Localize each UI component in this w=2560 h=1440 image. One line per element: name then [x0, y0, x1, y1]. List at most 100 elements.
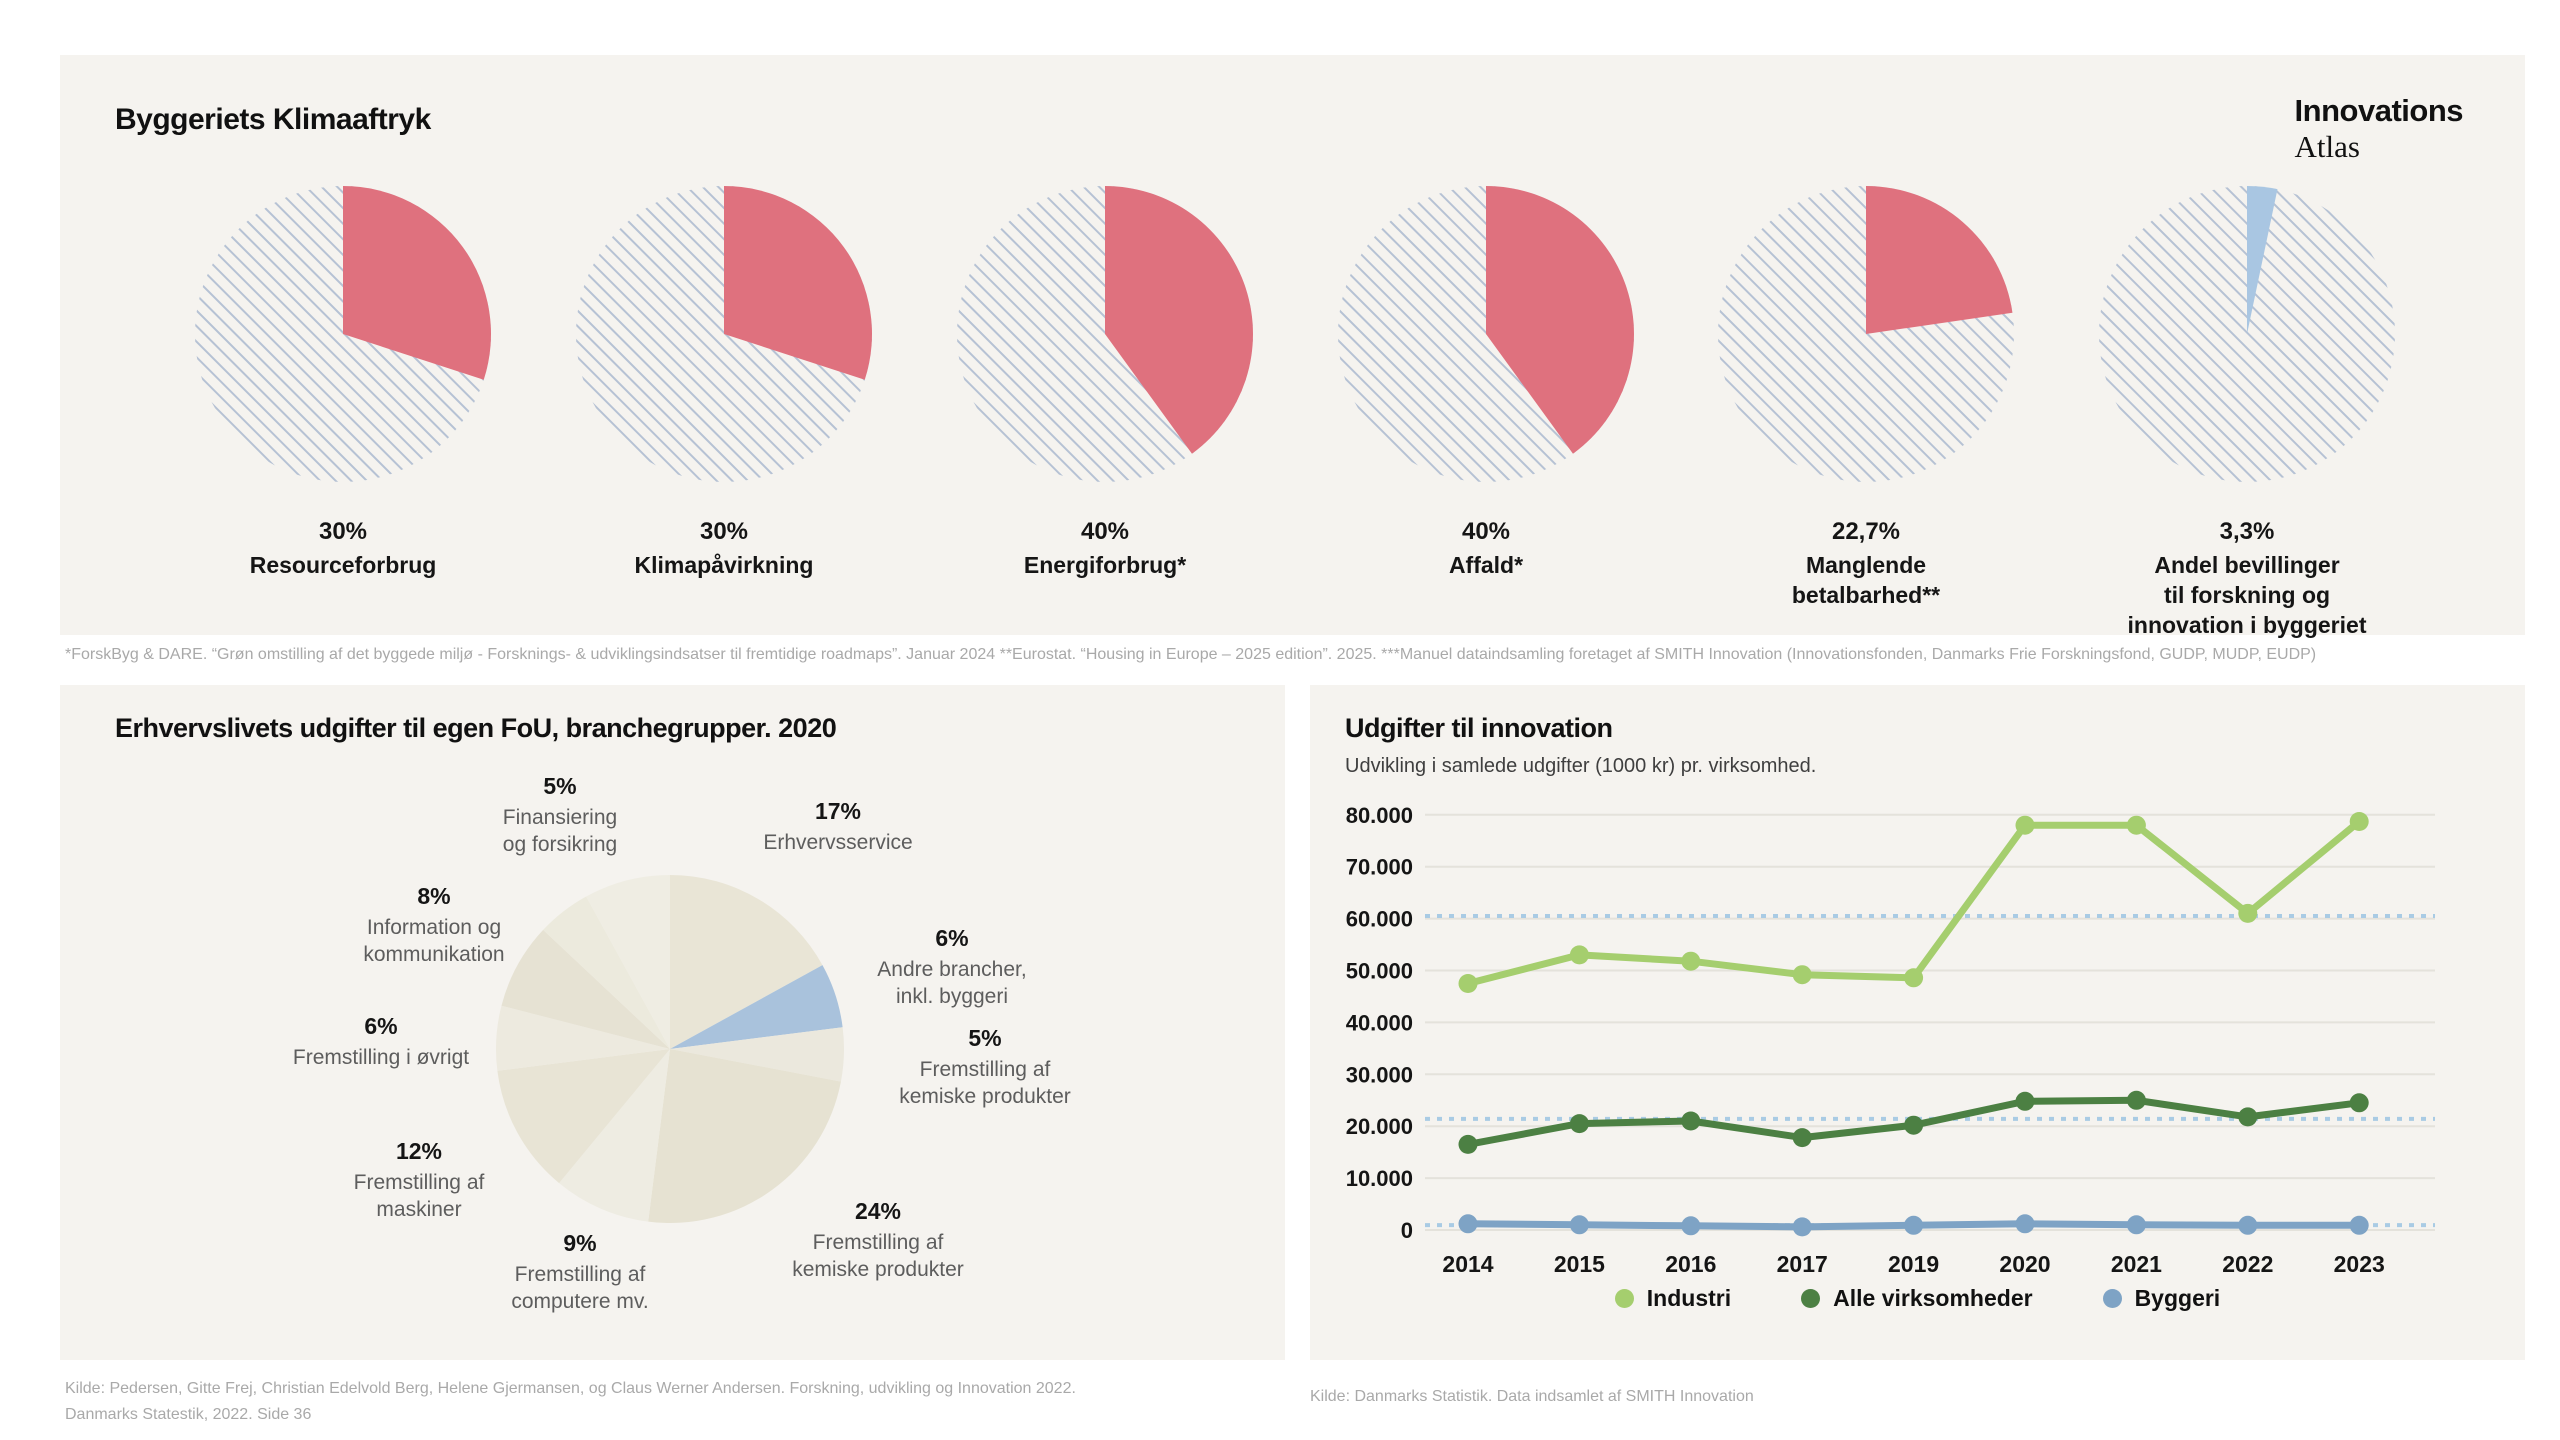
fou-slice [670, 1027, 845, 1082]
y-tick-label: 60.000 [1346, 907, 1413, 932]
series-point [2238, 1215, 2258, 1235]
series-point [2126, 815, 2146, 835]
x-tick-label: 2017 [1777, 1251, 1828, 1277]
legend-dot-icon [1801, 1289, 1821, 1308]
innovation-panel: Udgifter til innovation Udvikling i saml… [1310, 685, 2525, 1360]
fou-label-7: 8% Information og kommunikation [264, 883, 604, 968]
series-point [2349, 812, 2369, 831]
climate-pie-0 [195, 186, 492, 482]
fou-name-label: Finansiering og forsikring [502, 806, 618, 856]
climate-pie-1 [576, 186, 873, 482]
fou-label-1: 6% Andre brancher, inkl. byggeri [782, 925, 1122, 1010]
series-point [1681, 951, 1701, 971]
fou-label-5: 12% Fremstilling af maskiner [249, 1138, 589, 1223]
series-point [1681, 1111, 1701, 1131]
pie-share-wedge [724, 186, 873, 380]
series-point [2126, 1215, 2146, 1235]
y-tick-label: 20.000 [1346, 1114, 1413, 1139]
series-point [1904, 1215, 1924, 1235]
fou-name-label: Fremstilling af kemiske produkter [792, 1231, 964, 1281]
climate-pie-label-5: 3,3% Andel bevillinger til forskning og inn… [2067, 518, 2427, 640]
y-tick-label: 80.000 [1346, 803, 1413, 828]
fou-panel-title: Erhvervslivets udgifter til egen FoU, br… [115, 713, 837, 743]
legend-label: Byggeri [2134, 1285, 2221, 1311]
series-point [1681, 1216, 1701, 1236]
x-tick-label: 2023 [2334, 1251, 2385, 1277]
fou-pie-svg [495, 875, 845, 1224]
pie-share-wedge [343, 186, 492, 380]
series-line-industri [1464, 818, 2363, 987]
fou-value-label: 6% [935, 925, 969, 951]
climate-pie-label-3: 40% Affald* [1306, 518, 1666, 580]
fou-value-label: 6% [364, 1013, 398, 1039]
series-point [2349, 1093, 2369, 1113]
pie-value-label: 30% [699, 518, 749, 545]
legend-item-alle-virksomheder: Alle virksomheder [1801, 1285, 2033, 1312]
pie-name-label: Affald* [1448, 552, 1524, 578]
x-tick-label: 2014 [1442, 1251, 1493, 1277]
y-tick-label: 50.000 [1346, 959, 1413, 984]
x-tick-label: 2016 [1665, 1251, 1716, 1277]
innovation-source: Kilde: Danmarks Statistik. Data indsamle… [1310, 1388, 1754, 1405]
series-point [1458, 1214, 1478, 1234]
x-tick-label: 2020 [1999, 1251, 2050, 1277]
pie-name-label: Resourceforbrug [249, 552, 437, 578]
fou-label-3: 24% Fremstilling af kemiske produkter [708, 1198, 1048, 1283]
pie-name-label: Klimapåvirkning [634, 552, 814, 578]
innovation-panel-subtitle: Udvikling i samlede udgifter (1000 kr) p… [1345, 755, 1817, 777]
fou-slice [501, 929, 670, 1049]
x-tick-label: 2019 [1888, 1251, 1939, 1277]
brand-logo: Innovations Atlas [2294, 93, 2464, 165]
fou-name-label: Andre brancher, inkl. byggeri [877, 958, 1027, 1008]
fou-slice [670, 875, 823, 1049]
pie-name-label: Andel bevillinger til forskning og innovat… [2127, 552, 2367, 638]
legend-item-byggeri: Byggeri [2102, 1285, 2221, 1312]
pie-value-label: 40% [1080, 518, 1130, 545]
y-tick-label: 30.000 [1346, 1062, 1413, 1087]
series-point [1458, 1134, 1478, 1154]
pie-share-wedge [2247, 186, 2278, 334]
fou-slice-remainder [586, 875, 670, 1049]
climate-panel: Byggeriets Klimaaftryk Innovations Atlas… [60, 55, 2525, 638]
pie-name-label: Manglende betalbarhed** [1791, 552, 1941, 608]
series-point [2238, 1107, 2258, 1127]
legend-label: Alle virksomheder [1833, 1285, 2033, 1311]
series-point [1792, 965, 1812, 985]
fou-name-label: Fremstilling af kemiske produkter [899, 1058, 1071, 1108]
brand-logo-line2: Atlas [2294, 129, 2360, 164]
x-tick-label: 2022 [2222, 1251, 2273, 1277]
fou-slice [495, 1005, 670, 1071]
y-tick-label: 0 [1401, 1218, 1413, 1243]
fou-name-label: Information og kommunikation [363, 916, 505, 966]
fou-label-0: 17% Erhvervsservice [668, 798, 1008, 856]
innovation-panel-title: Udgifter til innovation [1345, 713, 1613, 743]
fou-value-label: 17% [814, 798, 862, 824]
fou-label-4: 9% Fremstilling af computere mv. [410, 1230, 750, 1315]
legend-dot-icon [2102, 1289, 2122, 1308]
fou-source-line1: Kilde: Pedersen, Gitte Frej, Christian E… [65, 1380, 1076, 1397]
pie-share-wedge [1105, 186, 1253, 454]
climate-footnote: *ForskByg & DARE. “Grøn omstilling af de… [65, 646, 2317, 663]
series-point [2015, 815, 2035, 835]
fou-value-label: 8% [417, 883, 451, 909]
fou-name-label: Fremstilling af maskiner [353, 1171, 485, 1221]
y-tick-label: 40.000 [1346, 1010, 1413, 1035]
climate-pie-5 [2099, 186, 2395, 482]
series-point [2349, 1215, 2369, 1235]
chart-legend: Industri Alle virksomheder Byggeri [1310, 1285, 2525, 1312]
climate-pie-label-2: 40% Energiforbrug* [925, 518, 1285, 580]
climate-pie-label-4: 22,7% Manglende betalbarhed** [1686, 518, 2046, 610]
fou-label-8: 5% Finansiering og forsikring [390, 773, 730, 858]
climate-pie-label-1: 30% Klimapåvirkning [544, 518, 904, 580]
pie-value-label: 22,7% [1831, 518, 1901, 545]
line-chart-svg: 0 10.000 20.000 30.000 40.000 50.000 60.000 70.… [1346, 803, 2435, 1277]
climate-pie-2 [957, 186, 1253, 482]
pie-value-label: 40% [1461, 518, 1511, 545]
fou-slice [543, 896, 670, 1049]
series-point [2238, 903, 2258, 923]
series-point [2126, 1090, 2146, 1110]
climate-pie-3 [1338, 186, 1634, 482]
x-tick-label: 2015 [1554, 1251, 1605, 1277]
fou-name-label: Fremstilling af computere mv. [511, 1263, 649, 1313]
